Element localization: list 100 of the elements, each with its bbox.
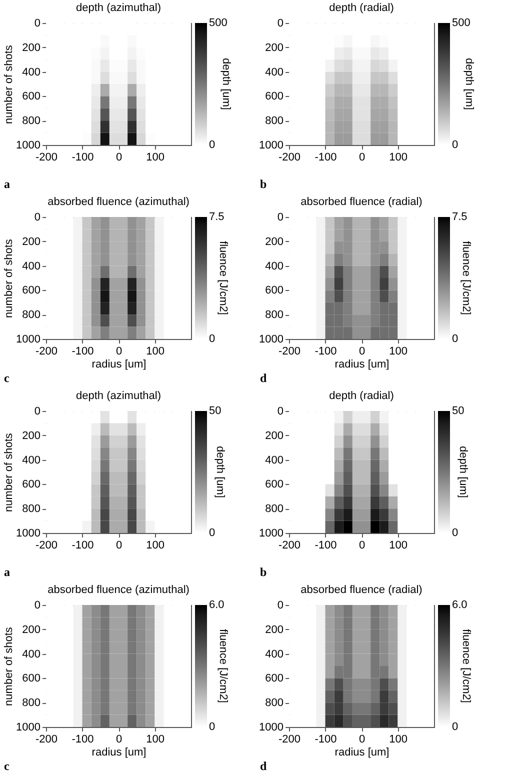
- x-tick-label: 100: [146, 540, 164, 552]
- text: a: [4, 177, 10, 192]
- x-tick-label: -200: [35, 734, 58, 746]
- y-tick-label: 1000: [259, 528, 284, 540]
- x-tick-label: -100: [314, 346, 337, 358]
- chart-title: depth (radial): [329, 2, 394, 14]
- y-tick-label: 600: [22, 284, 40, 297]
- color-bar-title: depth [um]: [214, 446, 226, 498]
- x-tick-label: 100: [389, 152, 408, 164]
- y-tick-label: 600: [265, 284, 284, 297]
- y-tick-label: 600: [265, 90, 284, 103]
- x-tick-label: 100: [389, 734, 408, 746]
- y-tick-label: 600: [22, 90, 40, 103]
- x-tick-label: -100: [314, 734, 337, 746]
- chart-title: depth (azimuthal): [76, 390, 161, 402]
- color-bar-title: depth [um]: [457, 446, 469, 498]
- chart-title: absorbed fluence (radial): [300, 584, 422, 596]
- x-tick-label: -100: [314, 540, 337, 552]
- y-axis-title: number of shots: [3, 626, 16, 706]
- x-tick-label: -100: [72, 346, 94, 358]
- y-tick-label: 400: [265, 260, 284, 272]
- color-bar-title: fluence [J/cm2]: [460, 241, 472, 315]
- y-tick-label: 800: [265, 697, 284, 710]
- color-bar-label: 7.5: [209, 211, 224, 223]
- x-tick-label: -200: [278, 540, 301, 552]
- x-tick-label: 100: [389, 346, 408, 358]
- color-bar-title: fluence [J/cm2]: [217, 629, 229, 703]
- y-tick-label: 800: [22, 115, 40, 128]
- color-bar-label: 6.0: [452, 599, 468, 611]
- text: b: [260, 177, 267, 192]
- x-tick-label: -200: [35, 540, 58, 552]
- y-tick-label: 1000: [259, 334, 284, 346]
- x-tick-label: 0: [358, 540, 366, 552]
- y-tick-label: 0: [34, 18, 40, 30]
- x-tick-label: 100: [389, 540, 408, 552]
- y-tick-label: 400: [265, 648, 284, 660]
- y-tick-label: 0: [34, 406, 40, 418]
- y-tick-label: 800: [265, 115, 284, 128]
- x-axis-title: radius [um]: [334, 746, 390, 758]
- text: a: [4, 565, 10, 580]
- x-tick-label: -200: [278, 152, 301, 164]
- y-tick-label: 1000: [16, 528, 40, 540]
- y-tick-label: 0: [34, 600, 40, 612]
- chart-title: absorbed fluence (azimuthal): [48, 584, 190, 596]
- y-tick-label: 600: [22, 478, 40, 491]
- y-tick-label: 400: [22, 454, 40, 466]
- y-tick-label: 400: [22, 648, 40, 660]
- color-bar-label: 0: [452, 333, 458, 345]
- y-axis-title: number of shots: [3, 432, 16, 512]
- x-tick-label: 0: [358, 734, 366, 746]
- y-tick-label: 0: [277, 18, 284, 30]
- y-tick-label: 200: [265, 430, 284, 442]
- y-tick-label: 400: [22, 260, 40, 272]
- x-tick-label: -200: [35, 152, 58, 164]
- x-tick-label: 0: [116, 540, 122, 552]
- y-tick-label: 800: [265, 503, 284, 516]
- y-tick-label: 1000: [259, 722, 284, 734]
- color-bar-title: fluence [J/cm2]: [217, 241, 229, 315]
- color-bar-label: 0: [209, 139, 216, 151]
- chart-title: absorbed fluence (radial): [300, 196, 422, 208]
- x-axis-title: radius [um]: [92, 358, 146, 370]
- y-tick-label: 200: [265, 42, 284, 54]
- x-tick-label: -200: [278, 734, 301, 746]
- color-bar-label: 0: [209, 527, 216, 539]
- y-tick-label: 800: [22, 309, 40, 322]
- y-tick-label: 400: [265, 454, 284, 466]
- x-axis-title: radius [um]: [92, 746, 146, 758]
- x-tick-label: -200: [35, 346, 58, 358]
- y-tick-label: 0: [34, 212, 40, 224]
- y-tick-label: 800: [22, 697, 40, 710]
- color-bar-label: 0: [452, 139, 458, 151]
- text: c: [4, 371, 10, 386]
- x-tick-label: 0: [358, 152, 366, 164]
- color-bar-label: 0: [209, 333, 216, 345]
- y-tick-label: 0: [277, 600, 284, 612]
- y-tick-label: 0: [277, 406, 284, 418]
- y-tick-label: 200: [22, 430, 40, 442]
- x-tick-label: 0: [116, 734, 122, 746]
- y-tick-label: 1000: [16, 140, 40, 152]
- color-bar-label: 6.0: [209, 599, 224, 611]
- y-axis-title: number of shots: [3, 238, 16, 318]
- color-bar-label: 0: [452, 527, 458, 539]
- color-bar-title: fluence [J/cm2]: [460, 629, 472, 703]
- y-tick-label: 200: [22, 42, 40, 54]
- color-bar-label: 50: [209, 405, 222, 417]
- color-bar-label: 500: [209, 17, 228, 29]
- y-tick-label: 1000: [16, 722, 40, 734]
- color-bar-title: depth [um]: [220, 58, 232, 110]
- x-tick-label: -200: [278, 346, 301, 358]
- text: b: [260, 565, 267, 580]
- y-tick-label: 200: [265, 624, 284, 636]
- color-bar-label: 500: [452, 17, 470, 29]
- color-bar-label: 50: [452, 405, 464, 417]
- x-axis-title: radius [um]: [334, 358, 390, 370]
- x-tick-label: -100: [314, 152, 337, 164]
- y-tick-label: 600: [265, 478, 284, 491]
- text: c: [4, 759, 10, 774]
- x-tick-label: 100: [146, 346, 164, 358]
- x-tick-label: 100: [146, 734, 164, 746]
- y-tick-label: 200: [22, 236, 40, 248]
